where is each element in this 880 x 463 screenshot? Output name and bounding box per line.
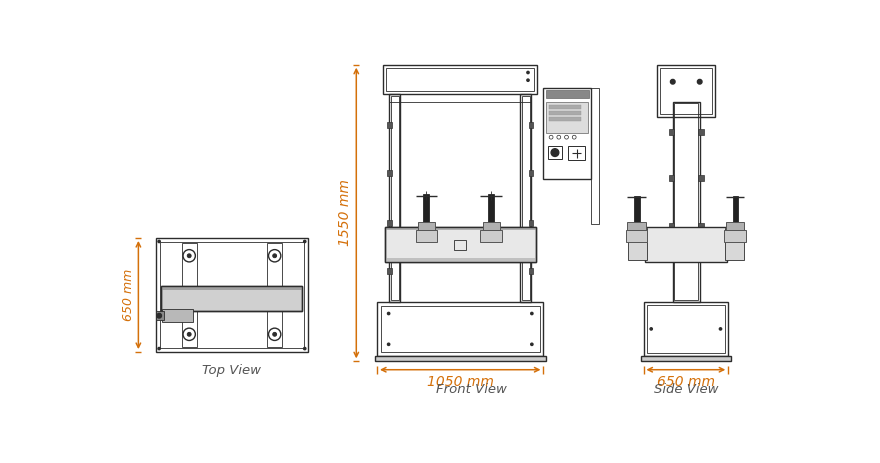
- Bar: [549, 111, 581, 115]
- Bar: [415, 230, 437, 242]
- Bar: [660, 68, 712, 114]
- Text: 650 mm: 650 mm: [121, 269, 135, 321]
- Bar: [162, 286, 303, 290]
- Bar: [423, 194, 429, 226]
- Bar: [385, 226, 536, 262]
- Bar: [657, 65, 715, 117]
- Bar: [480, 230, 502, 242]
- Circle shape: [187, 332, 191, 336]
- Circle shape: [157, 313, 162, 318]
- Bar: [391, 95, 399, 300]
- Circle shape: [551, 149, 559, 156]
- Bar: [418, 222, 435, 230]
- Bar: [387, 268, 392, 274]
- Bar: [162, 309, 193, 322]
- Bar: [726, 222, 744, 230]
- Bar: [385, 226, 536, 262]
- Bar: [385, 258, 536, 262]
- Bar: [591, 88, 599, 224]
- Bar: [387, 220, 392, 226]
- Bar: [549, 105, 581, 109]
- Bar: [390, 94, 400, 302]
- Bar: [267, 244, 282, 347]
- Bar: [627, 222, 646, 230]
- Bar: [520, 94, 532, 302]
- Bar: [381, 306, 539, 352]
- Circle shape: [158, 347, 160, 350]
- Bar: [546, 90, 589, 98]
- Bar: [673, 102, 700, 302]
- Bar: [375, 356, 546, 361]
- Circle shape: [650, 328, 652, 330]
- Bar: [156, 238, 308, 352]
- Circle shape: [304, 347, 306, 350]
- Bar: [488, 194, 495, 226]
- Bar: [643, 302, 729, 356]
- Text: Side View: Side View: [654, 383, 718, 396]
- Bar: [568, 146, 585, 160]
- Bar: [628, 228, 647, 260]
- Bar: [724, 230, 746, 242]
- Circle shape: [273, 332, 276, 336]
- Circle shape: [527, 79, 529, 81]
- Bar: [384, 65, 537, 94]
- Bar: [387, 122, 392, 128]
- Bar: [522, 95, 530, 300]
- Bar: [548, 146, 562, 159]
- Circle shape: [531, 343, 533, 345]
- Bar: [698, 175, 704, 181]
- Circle shape: [187, 254, 191, 258]
- Bar: [634, 196, 640, 226]
- Bar: [385, 226, 536, 231]
- Circle shape: [387, 343, 390, 345]
- Bar: [698, 129, 704, 135]
- Bar: [546, 102, 588, 132]
- Circle shape: [527, 71, 529, 74]
- Bar: [390, 94, 532, 102]
- Bar: [725, 228, 744, 260]
- Bar: [626, 230, 648, 242]
- Bar: [733, 196, 738, 226]
- Circle shape: [273, 254, 276, 258]
- Circle shape: [158, 240, 160, 243]
- Bar: [529, 268, 533, 274]
- Bar: [645, 226, 727, 262]
- Text: 1550 mm: 1550 mm: [339, 180, 353, 246]
- Bar: [162, 286, 303, 311]
- Bar: [387, 170, 392, 176]
- Text: 1050 mm: 1050 mm: [427, 375, 494, 389]
- Bar: [529, 220, 533, 226]
- Bar: [160, 242, 304, 348]
- Bar: [181, 244, 197, 347]
- Bar: [162, 286, 303, 311]
- Bar: [669, 129, 674, 135]
- Bar: [386, 68, 534, 91]
- Bar: [529, 122, 533, 128]
- Text: 650 mm: 650 mm: [656, 375, 715, 389]
- Text: Top View: Top View: [202, 363, 261, 376]
- Bar: [549, 117, 581, 121]
- Circle shape: [531, 313, 533, 315]
- Bar: [454, 240, 466, 250]
- Bar: [544, 88, 591, 179]
- Bar: [642, 356, 730, 361]
- Bar: [529, 170, 533, 176]
- Bar: [378, 302, 544, 356]
- Bar: [156, 311, 164, 320]
- Text: Front View: Front View: [436, 383, 507, 396]
- Circle shape: [304, 240, 306, 243]
- Circle shape: [387, 313, 390, 315]
- Bar: [674, 103, 698, 300]
- Circle shape: [671, 80, 675, 84]
- Bar: [669, 223, 674, 229]
- Bar: [482, 222, 500, 230]
- Circle shape: [698, 80, 702, 84]
- Bar: [698, 223, 704, 229]
- Bar: [669, 175, 674, 181]
- Circle shape: [719, 328, 722, 330]
- Bar: [647, 305, 725, 353]
